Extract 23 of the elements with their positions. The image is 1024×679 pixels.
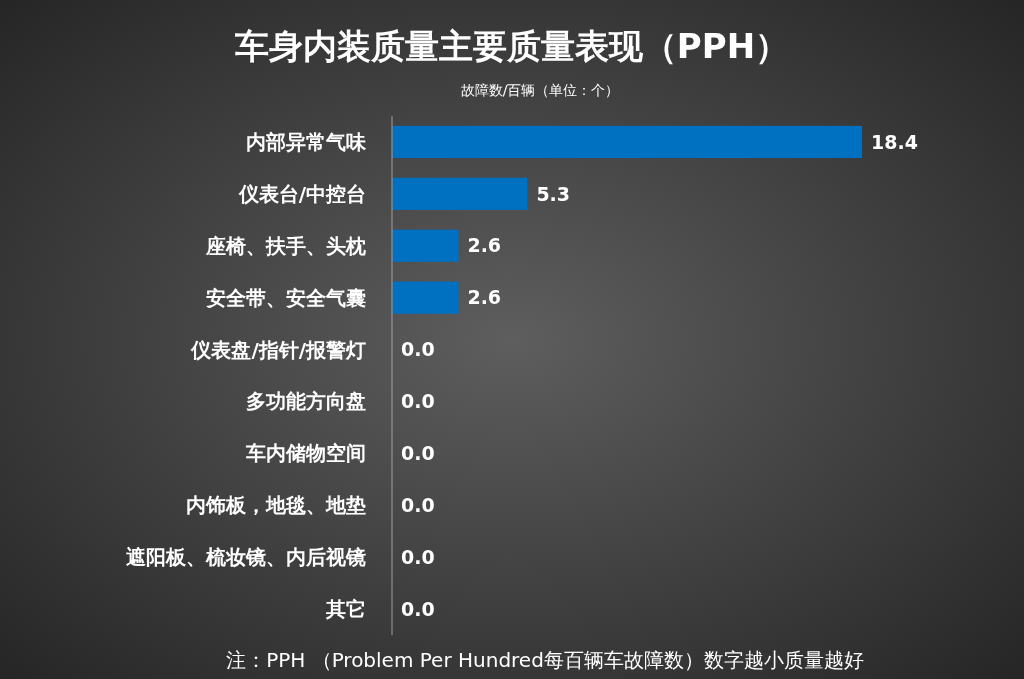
data-label: 18.4 (871, 130, 918, 153)
y-tick-label: 遮阳板、梳妆镜、内后视镜 (126, 545, 366, 570)
y-tick-label: 内部异常气味 (246, 129, 367, 154)
data-label: 0.0 (401, 597, 435, 620)
data-label: 0.0 (401, 442, 435, 464)
y-tick-label: 安全带、安全气囊 (206, 285, 366, 310)
data-label: 0.0 (401, 390, 435, 413)
y-tick-label: 内饰板，地毯、地垫 (186, 493, 366, 518)
y-tick-label: 车内储物空间 (245, 441, 366, 466)
chart-title: 车身内装质量主要质量表现（PPH） (233, 26, 790, 66)
data-label: 0.0 (401, 545, 435, 568)
data-label: 5.3 (536, 182, 571, 205)
y-tick-label: 座椅、扶手、头枕 (205, 233, 366, 258)
y-tick-label: 仪表台/中控台 (237, 181, 366, 206)
chart-subtitle: 故障数/百辆（单位：个） (460, 82, 620, 98)
text: 注：PPH （Problem Per Hundred每百辆车故障数）数字越小质量越好 (226, 648, 864, 672)
y-tick-label: 其它 (325, 597, 366, 622)
data-label: 2.6 (467, 234, 502, 257)
y-tick-label: 多功能方向盘 (246, 389, 366, 414)
data-label: 0.0 (401, 338, 435, 361)
y-tick-label: 仪表盘/指针/报警灯 (190, 337, 366, 362)
data-label: 0.0 (401, 493, 435, 516)
data-label: 2.6 (467, 286, 502, 309)
